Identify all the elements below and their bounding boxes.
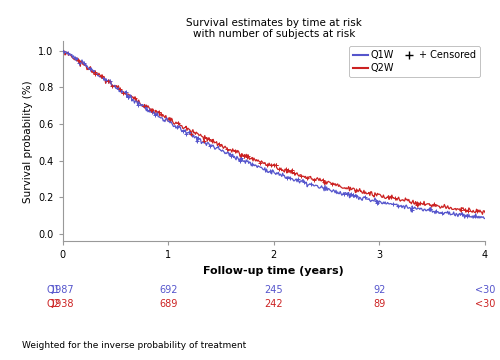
Text: 689: 689 xyxy=(159,299,178,309)
Text: 245: 245 xyxy=(264,285,283,295)
Text: Q2: Q2 xyxy=(46,299,60,309)
Y-axis label: Survival probability (%): Survival probability (%) xyxy=(22,80,32,203)
Text: 89: 89 xyxy=(373,299,386,309)
Text: 242: 242 xyxy=(264,299,283,309)
Text: <30: <30 xyxy=(475,299,495,309)
Text: Weighted for the inverse probability of treatment: Weighted for the inverse probability of … xyxy=(22,341,247,350)
Text: 92: 92 xyxy=(373,285,386,295)
Text: <30: <30 xyxy=(475,285,495,295)
Text: 692: 692 xyxy=(159,285,178,295)
Title: Survival estimates by time at risk
with number of subjects at risk: Survival estimates by time at risk with … xyxy=(186,18,362,39)
Legend: Q1W, Q2W, + Censored: Q1W, Q2W, + Censored xyxy=(349,46,480,77)
Text: Q1: Q1 xyxy=(46,285,60,295)
Text: 1938: 1938 xyxy=(50,299,75,309)
X-axis label: Follow-up time (years): Follow-up time (years) xyxy=(204,266,344,276)
Text: 1987: 1987 xyxy=(50,285,75,295)
